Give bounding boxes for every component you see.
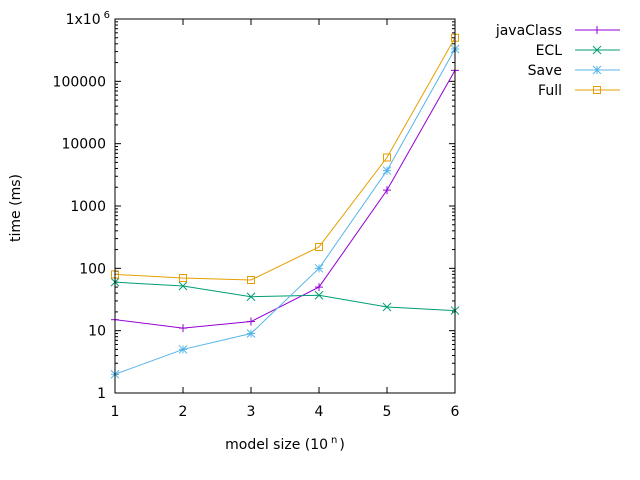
legend-label-ecl: ECL — [536, 43, 563, 59]
axis-ticks — [114, 18, 456, 394]
data-point-save — [246, 329, 256, 338]
legend-marker-ecl — [592, 45, 602, 55]
series-line-full — [114, 37, 456, 281]
series-line-ecl — [114, 281, 456, 312]
series-line-save — [114, 48, 456, 375]
y-tick-label-exp: 6 — [104, 10, 110, 21]
y-tick-label: 1000 — [70, 199, 106, 215]
x-tick-label: 4 — [315, 404, 324, 420]
data-point-save — [314, 263, 324, 273]
plot-frame — [114, 18, 456, 394]
x-tick-label: 6 — [451, 404, 460, 420]
data-point-javaclass — [383, 186, 391, 195]
data-point-full — [383, 153, 391, 162]
data-point-save — [382, 166, 392, 175]
legend-label-javaclass: javaClass — [495, 23, 562, 39]
y-tick-label: 1 — [97, 386, 106, 402]
x-tick-label: 5 — [383, 404, 392, 420]
x-axis-label-sup: n — [331, 435, 337, 446]
data-point-full — [179, 273, 187, 282]
series-line-javaclass — [114, 70, 456, 329]
x-tick-label: 1 — [111, 404, 120, 420]
data-point-full — [247, 275, 255, 284]
data-point-save — [178, 345, 188, 354]
legend-marker-full — [593, 86, 601, 94]
data-point-javaclass — [179, 324, 187, 333]
legend-label-save: Save — [528, 63, 562, 79]
y-tick-label: 100000 — [53, 74, 106, 90]
x-tick-label: 3 — [247, 404, 256, 420]
x-axis-label-main: model size (10 — [225, 437, 328, 453]
legend: javaClass ECL Save Full — [495, 23, 620, 99]
series-lines — [114, 37, 456, 375]
y-tick-label: 10000 — [61, 137, 106, 153]
legend-label-full: Full — [538, 83, 562, 99]
x-axis-label-close: ) — [339, 437, 344, 453]
y-axis-label: time (ms) — [8, 174, 24, 242]
data-point-ecl — [314, 290, 324, 300]
data-point-full — [315, 242, 323, 251]
data-point-ecl — [382, 302, 392, 312]
y-tick-label: 100 — [79, 261, 106, 277]
data-point-ecl — [246, 292, 256, 302]
y-tick-label-base: 1x10 — [66, 12, 101, 28]
x-tick-label: 2 — [179, 404, 188, 420]
data-point-javaclass — [247, 317, 255, 326]
y-tick-label: 1x10 6 — [66, 10, 110, 28]
series-points — [110, 33, 460, 379]
data-point-ecl — [178, 281, 188, 291]
y-tick-label: 10 — [88, 324, 106, 340]
data-point-javaclass — [315, 283, 323, 292]
x-axis-label: model size (10 n) — [225, 435, 345, 453]
legend-marker-javaclass — [593, 26, 601, 34]
legend-marker-save — [592, 65, 602, 75]
